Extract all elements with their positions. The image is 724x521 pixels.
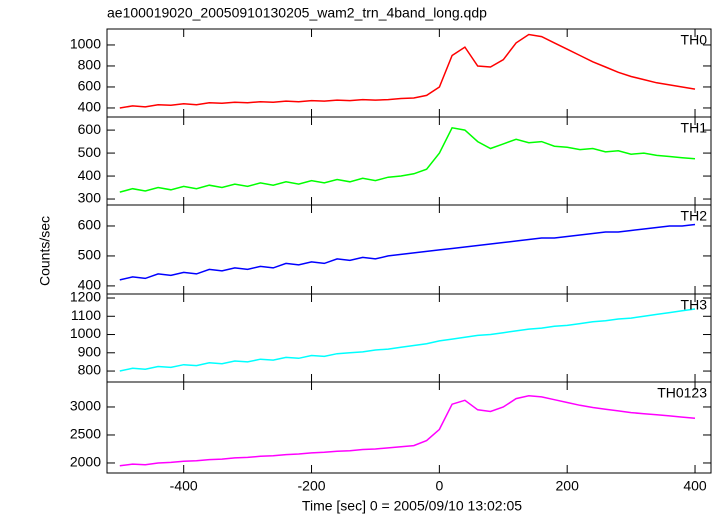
y-tick-label: 1000	[70, 325, 101, 341]
x-tick-label: 0	[435, 478, 443, 494]
y-tick-label: 2500	[70, 426, 101, 442]
y-tick-label: 800	[78, 57, 102, 73]
y-tick-label: 1200	[70, 289, 101, 305]
light-curve	[119, 33, 696, 109]
y-axis-label: Counts/sec	[37, 216, 53, 286]
y-tick-label: 800	[78, 362, 102, 378]
y-tick-label: 2000	[70, 454, 101, 470]
y-tick-label: 600	[78, 121, 102, 137]
panel-frame	[106, 293, 712, 383]
panel-frame	[106, 204, 712, 295]
panel-label: TH2	[681, 208, 708, 224]
y-tick-label: 300	[78, 190, 102, 206]
x-tick-label: 200	[556, 478, 580, 494]
x-axis-label: Time [sec] 0 = 2005/09/10 13:02:05	[302, 498, 522, 514]
panel-frame	[106, 116, 712, 206]
chart-title: ae100019020_20050910130205_wam2_trn_4ban…	[107, 5, 487, 21]
y-tick-label: 500	[78, 144, 102, 160]
y-tick-label: 900	[78, 343, 102, 359]
y-tick-label: 400	[78, 99, 102, 115]
y-tick-label: 600	[78, 78, 102, 94]
y-tick-label: 600	[78, 217, 102, 233]
panel-label: TH0123	[657, 385, 707, 401]
panel-label: TH0	[681, 32, 708, 48]
x-tick-label: 400	[683, 478, 707, 494]
y-tick-label: 1100	[71, 307, 101, 323]
light-curve	[119, 395, 696, 467]
panel-label: TH3	[681, 297, 708, 313]
panel-frame	[106, 381, 712, 474]
x-tick-label: -400	[170, 478, 198, 494]
y-tick-label: 500	[78, 247, 102, 263]
light-curve	[119, 223, 696, 281]
x-tick-label: -200	[298, 478, 326, 494]
light-curve	[119, 126, 696, 193]
y-tick-label: 1000	[70, 36, 101, 52]
y-tick-label: 3000	[70, 398, 101, 414]
y-tick-label: 400	[78, 167, 102, 183]
panel-label: TH1	[681, 120, 708, 136]
y-tick-label: 400	[78, 277, 102, 293]
light-curve	[119, 308, 696, 372]
